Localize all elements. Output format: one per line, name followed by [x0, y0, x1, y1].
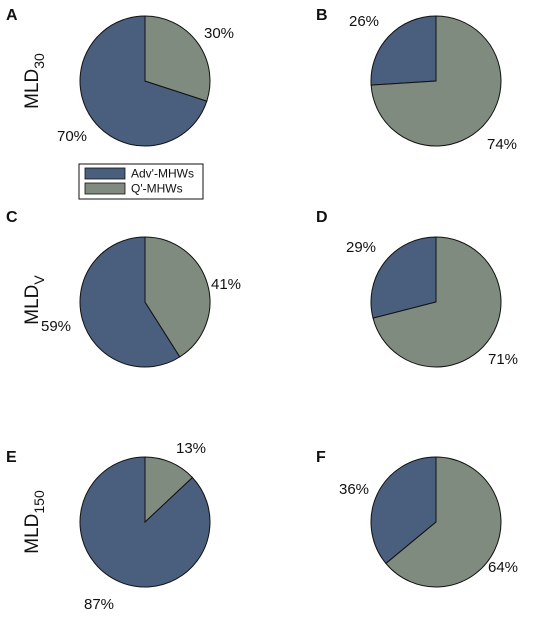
pie-label-adv: 59% — [41, 318, 71, 335]
pie-label-q: 71% — [488, 351, 518, 368]
pie-slice-q — [370, 15, 502, 147]
row-label-subscript: 150 — [31, 490, 47, 514]
panel-letter: E — [6, 449, 17, 466]
panel-letter: C — [6, 209, 18, 226]
pie-label-adv: 29% — [346, 239, 376, 256]
pie-label-q: 74% — [487, 136, 517, 153]
row-label-v: MLDV — [22, 275, 47, 325]
panel-letter: A — [6, 7, 18, 24]
pie-slice-q — [144, 236, 211, 358]
pie-label-adv: 36% — [339, 481, 369, 498]
pie-slice-q — [372, 236, 502, 368]
row-label-main: MLD — [22, 69, 43, 109]
pie-slice-q — [385, 456, 502, 588]
row-label-main: MLD — [22, 514, 43, 554]
pie-label-q: 30% — [204, 25, 234, 42]
pie-slice-q — [144, 15, 211, 102]
row-label-main: MLD — [22, 285, 43, 325]
pie-slice-q — [144, 456, 194, 524]
legend-swatch-q — [84, 182, 126, 195]
pie-slice-adv — [370, 15, 437, 86]
legend: Adv'-MHWs Q'-MHWs — [78, 163, 204, 200]
pie-label-adv: 70% — [57, 128, 87, 145]
row-label-150: MLD150 — [22, 490, 47, 554]
pie-panel-f: F 36% 64% — [316, 449, 518, 588]
row-label-subscript: V — [31, 275, 47, 285]
pie-slice-adv — [79, 15, 208, 147]
row-label-30: MLD30 — [22, 53, 47, 109]
pie-panel-c: C 59% 41% — [6, 209, 241, 368]
panel-letter: B — [316, 7, 328, 24]
pie-label-adv: 26% — [349, 13, 379, 30]
pie-label-adv: 87% — [84, 596, 114, 612]
pie-panel-a: A 70% 30% — [6, 7, 234, 147]
pie-label-q: 64% — [488, 559, 518, 576]
pie-label-q: 13% — [176, 440, 206, 457]
row-label-subscript: 30 — [31, 53, 47, 69]
pie-label-q: 41% — [211, 276, 241, 293]
legend-swatch-adv — [84, 167, 126, 180]
pie-panels: A 70% 30% B 26% 74% C 59% 41% D 29% 71% E 87% 13% F 36% 6… — [6, 7, 518, 613]
pie-slice-adv — [370, 236, 437, 319]
panel-letter: D — [316, 209, 328, 226]
pie-slice-adv — [370, 456, 437, 565]
legend-label-q: Q'-MHWs — [131, 182, 183, 196]
pie-panel-e: E 87% 13% — [6, 440, 211, 613]
pie-panel-b: B 26% 74% — [316, 7, 517, 153]
pie-slice-adv — [79, 236, 181, 368]
pie-panel-d: D 29% 71% — [316, 209, 518, 368]
legend-label-adv: Adv'-MHWs — [131, 167, 194, 181]
panel-letter: F — [316, 449, 326, 466]
